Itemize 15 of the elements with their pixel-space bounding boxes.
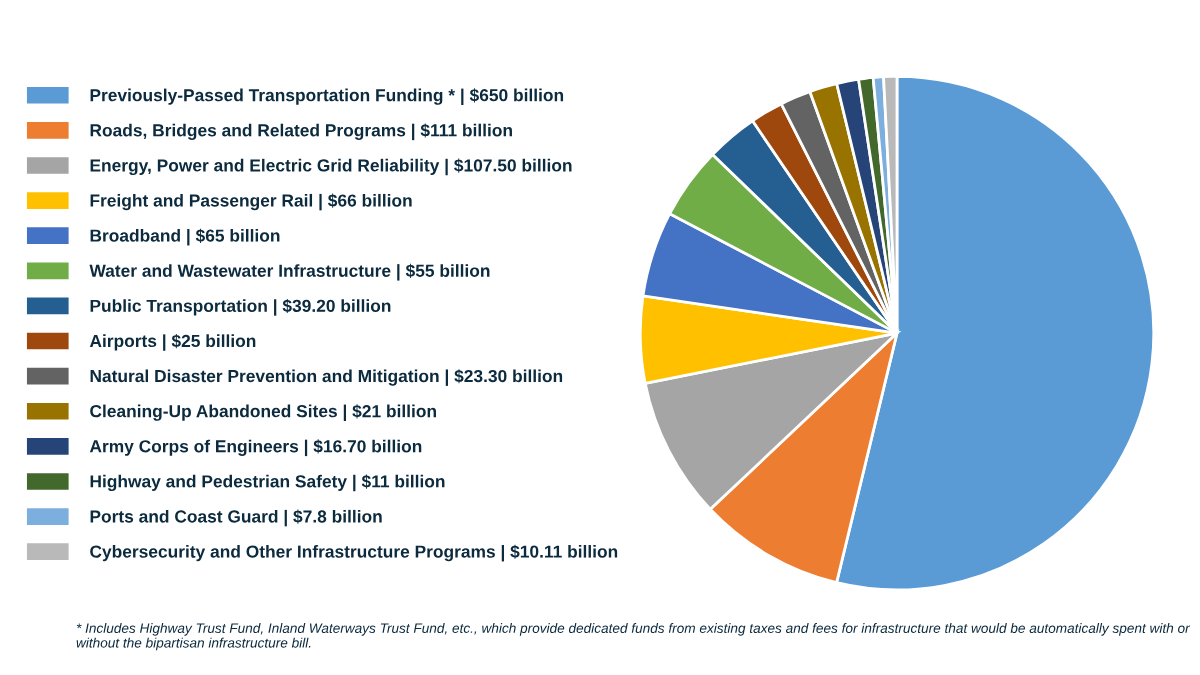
legend-label: Public Transportation | $39.20 billion bbox=[90, 298, 391, 316]
legend-label: Broadband | $65 billion bbox=[90, 228, 280, 246]
legend-label: Previously-Passed Transportation Funding * | $650 billion bbox=[90, 88, 564, 106]
legend-label: Energy, Power and Electric Grid Reliability | $107.50 billion bbox=[90, 158, 572, 176]
legend-label: Natural Disaster Prevention and Mitigation | $23.30 billion bbox=[90, 369, 563, 386]
legend-label: Highway and Pedestrian Safety | $11 billion bbox=[90, 474, 445, 492]
legend-label: Cleaning-Up Abandoned Sites | $21 billion bbox=[90, 404, 436, 421]
legend-label: Cybersecurity and Other Infrastructure Programs | $10.11 billion bbox=[90, 544, 618, 562]
legend-label: Army Corps of Engineers | $16.70 billion bbox=[89, 439, 422, 457]
legend-label: Freight and Passenger Rail | $66 billion bbox=[90, 193, 412, 211]
legend-label: Airports | $25 billion bbox=[89, 334, 256, 351]
legend-label: Water and Wastewater Infrastructure | $55 billion bbox=[89, 263, 490, 281]
legend-label: Roads, Bridges and Related Programs | $111 billion bbox=[90, 123, 512, 141]
text: * Includes Highway Trust Fund, Inland Waterways Trust Fund, etc., which provide dedicated funds from existing taxes and fees for infrastructure that would be automatically spent with or without the bipartisan infrastructure bill. bbox=[76, 623, 1191, 651]
legend-label: Ports and Coast Guard | $7.8 billion bbox=[90, 509, 382, 527]
